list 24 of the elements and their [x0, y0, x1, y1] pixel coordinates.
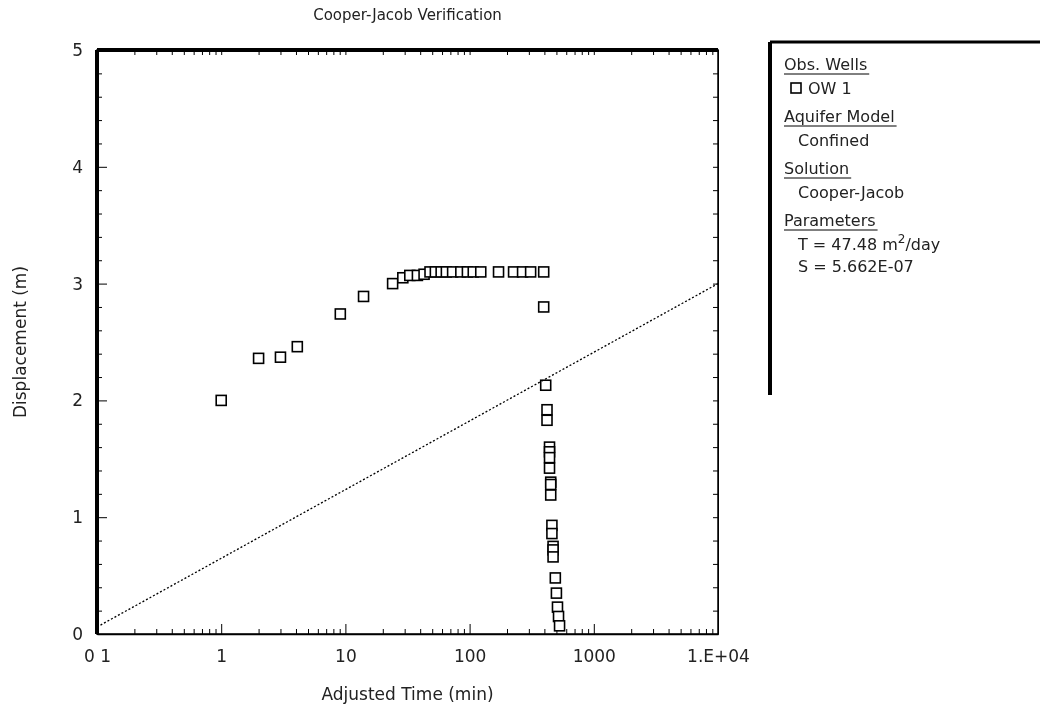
x-tick-label: 1000 — [572, 646, 616, 667]
x-tick-label: 0 1 — [83, 646, 112, 667]
text: Cooper-Jacob — [798, 183, 905, 202]
x-tick-label: 1 — [216, 646, 228, 667]
y-tick-label: 3 — [72, 273, 83, 294]
x-tick-label: 1.E+04 — [687, 646, 750, 667]
text: S = 5.662E-07 — [798, 257, 914, 276]
chart-title: Cooper-Jacob Verification — [313, 6, 502, 24]
text: Aquifer Model — [784, 107, 895, 126]
legend-title: Obs. Wells — [784, 55, 868, 74]
y-tick-label: 4 — [72, 156, 83, 177]
text: T = 47.48 m$^{2}$/day — [797, 232, 941, 254]
y-tick-label: 5 — [72, 39, 83, 60]
x-axis-title: Adjusted Time (min) — [321, 684, 494, 704]
text: Parameters — [784, 211, 876, 230]
x-tick-label: 100 — [453, 646, 487, 667]
y-tick-label: 0 — [72, 623, 83, 644]
text: Confined — [798, 131, 870, 150]
y-axis-title: Displacement (m) — [10, 265, 30, 419]
y-tick-label: 1 — [72, 507, 83, 528]
legend-label: OW 1 — [808, 79, 852, 98]
text: Solution — [784, 159, 850, 178]
x-tick-label: 10 — [335, 646, 357, 667]
y-tick-label: 2 — [72, 390, 83, 411]
